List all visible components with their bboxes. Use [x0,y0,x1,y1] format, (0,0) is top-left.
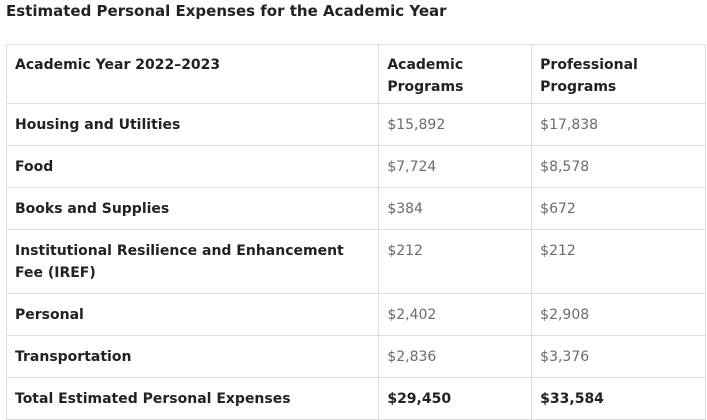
academic-value: $15,892 [378,103,533,146]
row-label: Housing and Utilities [5,103,380,146]
academic-value: $2,402 [378,293,533,336]
row-label: Personal [5,293,380,336]
header-academic-line2: Programs [387,79,464,95]
table-row: Food $7,724 $8,578 [5,145,706,188]
table-row: Transportation $2,836 $3,376 [5,335,706,378]
row-label: Transportation [5,335,380,378]
professional-value: $3,376 [531,335,706,378]
row-label: Food [5,145,380,188]
table-row: Books and Supplies $384 $672 [5,187,706,230]
header-academic-line1: Academic [387,57,464,73]
header-academic-year: Academic Year 2022–2023 [5,44,380,104]
professional-value: $17,838 [531,103,706,146]
row-label: Institutional Resilience and Enhancement… [5,229,380,294]
professional-value: $8,578 [531,145,706,188]
expenses-table: Academic Year 2022–2023 Academic Program… [5,44,706,420]
total-academic-value: $29,450 [378,377,533,420]
row-label: Books and Supplies [5,187,380,230]
academic-value: $2,836 [378,335,533,378]
table-row: Institutional Resilience and Enhancement… [5,229,706,294]
header-professional-line1: Professional [540,57,638,73]
header-professional-programs: Professional Programs [531,44,706,104]
professional-value: $212 [531,229,706,294]
table-row: Personal $2,402 $2,908 [5,293,706,336]
academic-value: $384 [378,187,533,230]
table-header-row: Academic Year 2022–2023 Academic Program… [5,44,706,104]
header-academic-programs: Academic Programs [378,44,533,104]
table-caption: Estimated Personal Expenses for the Acad… [6,2,447,20]
professional-value: $2,908 [531,293,706,336]
total-label: Total Estimated Personal Expenses [5,377,380,420]
academic-value: $7,724 [378,145,533,188]
total-professional-value: $33,584 [531,377,706,420]
header-professional-line2: Programs [540,79,617,95]
total-row: Total Estimated Personal Expenses $29,45… [5,377,706,420]
professional-value: $672 [531,187,706,230]
table-row: Housing and Utilities $15,892 $17,838 [5,103,706,146]
academic-value: $212 [378,229,533,294]
